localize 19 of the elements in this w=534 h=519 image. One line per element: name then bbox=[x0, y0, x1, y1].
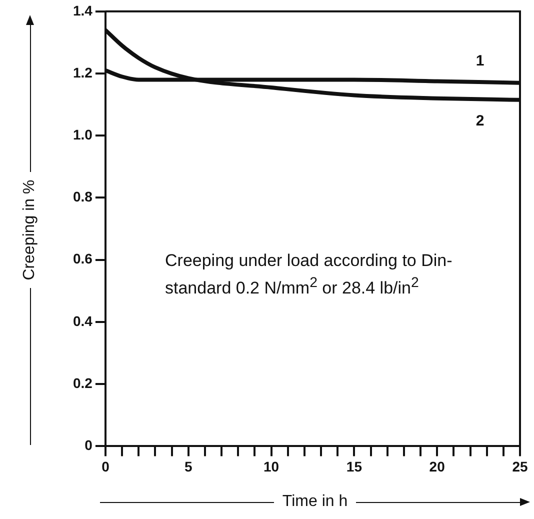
y-tick-label: 0 bbox=[84, 437, 93, 454]
x-tick-label: 10 bbox=[263, 458, 280, 474]
y-tick-label: 1.4 bbox=[72, 2, 93, 18]
y-tick-label: 0.6 bbox=[72, 250, 93, 267]
x-tick-label: 0 bbox=[102, 458, 110, 474]
y-tick-label: 0.8 bbox=[72, 188, 93, 205]
y-tick-label: 1.2 bbox=[72, 64, 93, 80]
x-tick-label: 15 bbox=[346, 458, 362, 474]
y-tick-label: 0.4 bbox=[72, 312, 93, 329]
y-tick-label: 0.2 bbox=[72, 374, 93, 391]
y-axis-title: Creeping in % bbox=[21, 180, 39, 280]
x-tick-label: 5 bbox=[184, 458, 192, 474]
x-axis-title: Time in h bbox=[282, 493, 348, 511]
x-tick-label: 20 bbox=[429, 458, 446, 474]
y-tick-label: 1.0 bbox=[72, 126, 93, 142]
series-label: 1 bbox=[476, 52, 484, 70]
x-tick-label: 25 bbox=[512, 458, 528, 474]
series-label: 2 bbox=[476, 112, 484, 130]
annotation: Creeping under load according to Din-standard 0.2 N/mm$^{2}$ or 28.4 lb/in$^{2}$ bbox=[165, 250, 454, 300]
